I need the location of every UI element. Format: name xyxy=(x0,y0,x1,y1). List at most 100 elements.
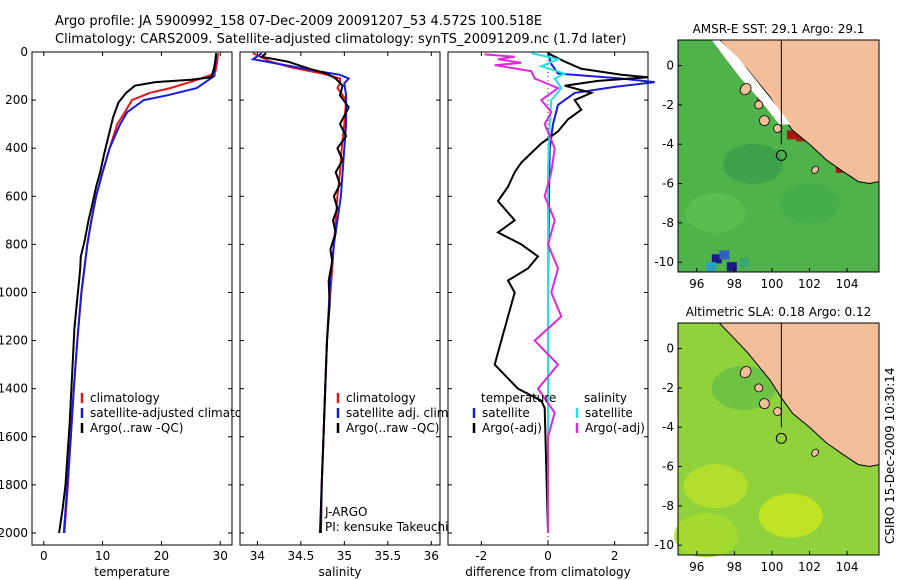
y-tick-label: 2000 xyxy=(0,526,28,540)
land-mass xyxy=(718,39,880,185)
sst-patch xyxy=(685,193,746,234)
series-line-1 xyxy=(493,52,649,534)
map-x-tick-label: 102 xyxy=(798,560,821,574)
map-y-tick-label: -8 xyxy=(662,499,674,513)
series-line-1 xyxy=(62,53,218,534)
annotation-text: PI: kensuke Takeuchi xyxy=(325,520,448,534)
map-y-tick-label: -8 xyxy=(662,216,674,230)
map-y-tick-label: 0 xyxy=(666,59,674,73)
x-axis-label: salinity xyxy=(318,565,361,579)
x-tick-label: 10 xyxy=(95,549,110,563)
y-tick-label: 1000 xyxy=(0,285,28,299)
legend-label: climatology xyxy=(346,391,416,405)
legend-label: Argo(-adj) xyxy=(585,421,645,435)
map-y-tick-label: -6 xyxy=(662,177,674,191)
timestamp-stamp: CSIRO 15-Dec-2009 10:30:14 xyxy=(883,367,897,544)
island xyxy=(739,366,752,379)
y-tick-label: 1200 xyxy=(0,334,28,348)
island xyxy=(759,398,770,410)
island xyxy=(754,383,764,393)
legend-label: satellite adj. clim. xyxy=(346,406,452,420)
island xyxy=(773,124,782,133)
plot-frame xyxy=(239,51,441,546)
series-line-2 xyxy=(58,53,218,534)
cold-cell xyxy=(726,262,737,272)
x-tick-label: 35.5 xyxy=(374,549,401,563)
legend-label: satellite xyxy=(482,406,530,420)
float-position-marker xyxy=(775,149,787,161)
float-position-marker xyxy=(775,432,787,444)
legend-label: climatology xyxy=(90,391,160,405)
figure-title-line2: Climatology: CARS2009. Satellite-adjuste… xyxy=(55,32,627,47)
x-tick-label: 20 xyxy=(154,549,169,563)
cold-cell xyxy=(711,254,722,264)
island xyxy=(773,407,782,416)
sst-map: 96 98 100 102 104 0 -2 -4 -6 -8 -10 AMSR-E SST: 29.… xyxy=(654,22,880,291)
sla-map: 96 98 100 102 104 0 -2 -4 -6 -8 -10 Altimetric SLA:… xyxy=(654,305,880,574)
legend-label: Argo(-adj) xyxy=(482,421,542,435)
x-tick-label: 35 xyxy=(337,549,352,563)
series-line-2 xyxy=(259,52,350,534)
map-x-tick-label: 98 xyxy=(727,560,742,574)
sst-patch xyxy=(723,143,784,184)
x-tick-label: -2 xyxy=(475,549,487,563)
map-y-tick-label: -2 xyxy=(662,381,674,395)
map-x-tick-label: 100 xyxy=(760,277,783,291)
y-tick-label: 600 xyxy=(5,189,28,203)
map-y-tick-label: 0 xyxy=(666,342,674,356)
cold-cell xyxy=(719,250,730,260)
island xyxy=(811,448,819,457)
y-tick-label: 1800 xyxy=(0,478,28,492)
x-tick-label: 36 xyxy=(424,549,439,563)
map-x-tick-label: 96 xyxy=(689,277,704,291)
land-mass xyxy=(718,322,880,468)
island xyxy=(759,115,770,127)
cold-cell xyxy=(706,262,717,272)
anomaly-patch xyxy=(711,365,776,410)
map-y-tick-label: -10 xyxy=(654,255,674,269)
y-tick-label: 0 xyxy=(20,45,28,59)
map-y-tick-label: -4 xyxy=(662,137,674,151)
y-tick-label: 200 xyxy=(5,93,28,107)
map-y-tick-label: -10 xyxy=(654,538,674,552)
map-title: AMSR-E SST: 29.1 Argo: 29.1 xyxy=(693,22,865,36)
missing-data-band xyxy=(711,40,791,125)
y-tick-label: 1600 xyxy=(0,430,28,444)
island xyxy=(754,100,764,110)
map-x-tick-label: 100 xyxy=(760,560,783,574)
legend-label: satellite-adjusted climatology xyxy=(90,406,268,420)
map-frame xyxy=(677,322,880,556)
legend-label: satellite xyxy=(585,406,633,420)
plot-frame xyxy=(31,51,233,546)
x-tick-label: 2 xyxy=(611,549,619,563)
legend-label: Argo(..raw -QC) xyxy=(90,421,183,435)
map-y-tick-label: -6 xyxy=(662,460,674,474)
island xyxy=(739,83,752,96)
anomaly-patch xyxy=(758,493,823,538)
map-title: Altimetric SLA: 0.18 Argo: 0.12 xyxy=(686,305,871,319)
salinity-panel: 34 34.5 35 35.5 36 salinity climatologysatelli… xyxy=(239,51,452,579)
map-y-tick-label: -4 xyxy=(662,420,674,434)
x-tick-label: 0 xyxy=(544,549,552,563)
map-y-tick-label: -2 xyxy=(662,98,674,112)
x-tick-label: 0 xyxy=(40,549,48,563)
y-tick-label: 800 xyxy=(5,237,28,251)
anomaly-patch xyxy=(683,464,748,509)
x-tick-label: 34.5 xyxy=(288,549,315,563)
anomaly-patch xyxy=(674,513,739,558)
series-line-2 xyxy=(531,52,568,533)
warm-cell xyxy=(786,130,797,140)
difference-panel: -2 0 2 difference from climatology temperatu… xyxy=(447,51,655,579)
legend-label: temperature xyxy=(481,391,556,405)
island xyxy=(811,165,819,174)
y-tick-label: 1400 xyxy=(0,382,28,396)
map-x-tick-label: 102 xyxy=(798,277,821,291)
x-axis-label: temperature xyxy=(94,565,169,579)
x-tick-label: 34 xyxy=(250,549,265,563)
map-frame xyxy=(677,39,880,273)
map-x-tick-label: 104 xyxy=(836,560,859,574)
x-tick-label: 30 xyxy=(213,549,228,563)
map-x-tick-label: 104 xyxy=(836,277,859,291)
x-axis-label: difference from climatology xyxy=(465,565,631,579)
series-line-3 xyxy=(484,53,563,533)
